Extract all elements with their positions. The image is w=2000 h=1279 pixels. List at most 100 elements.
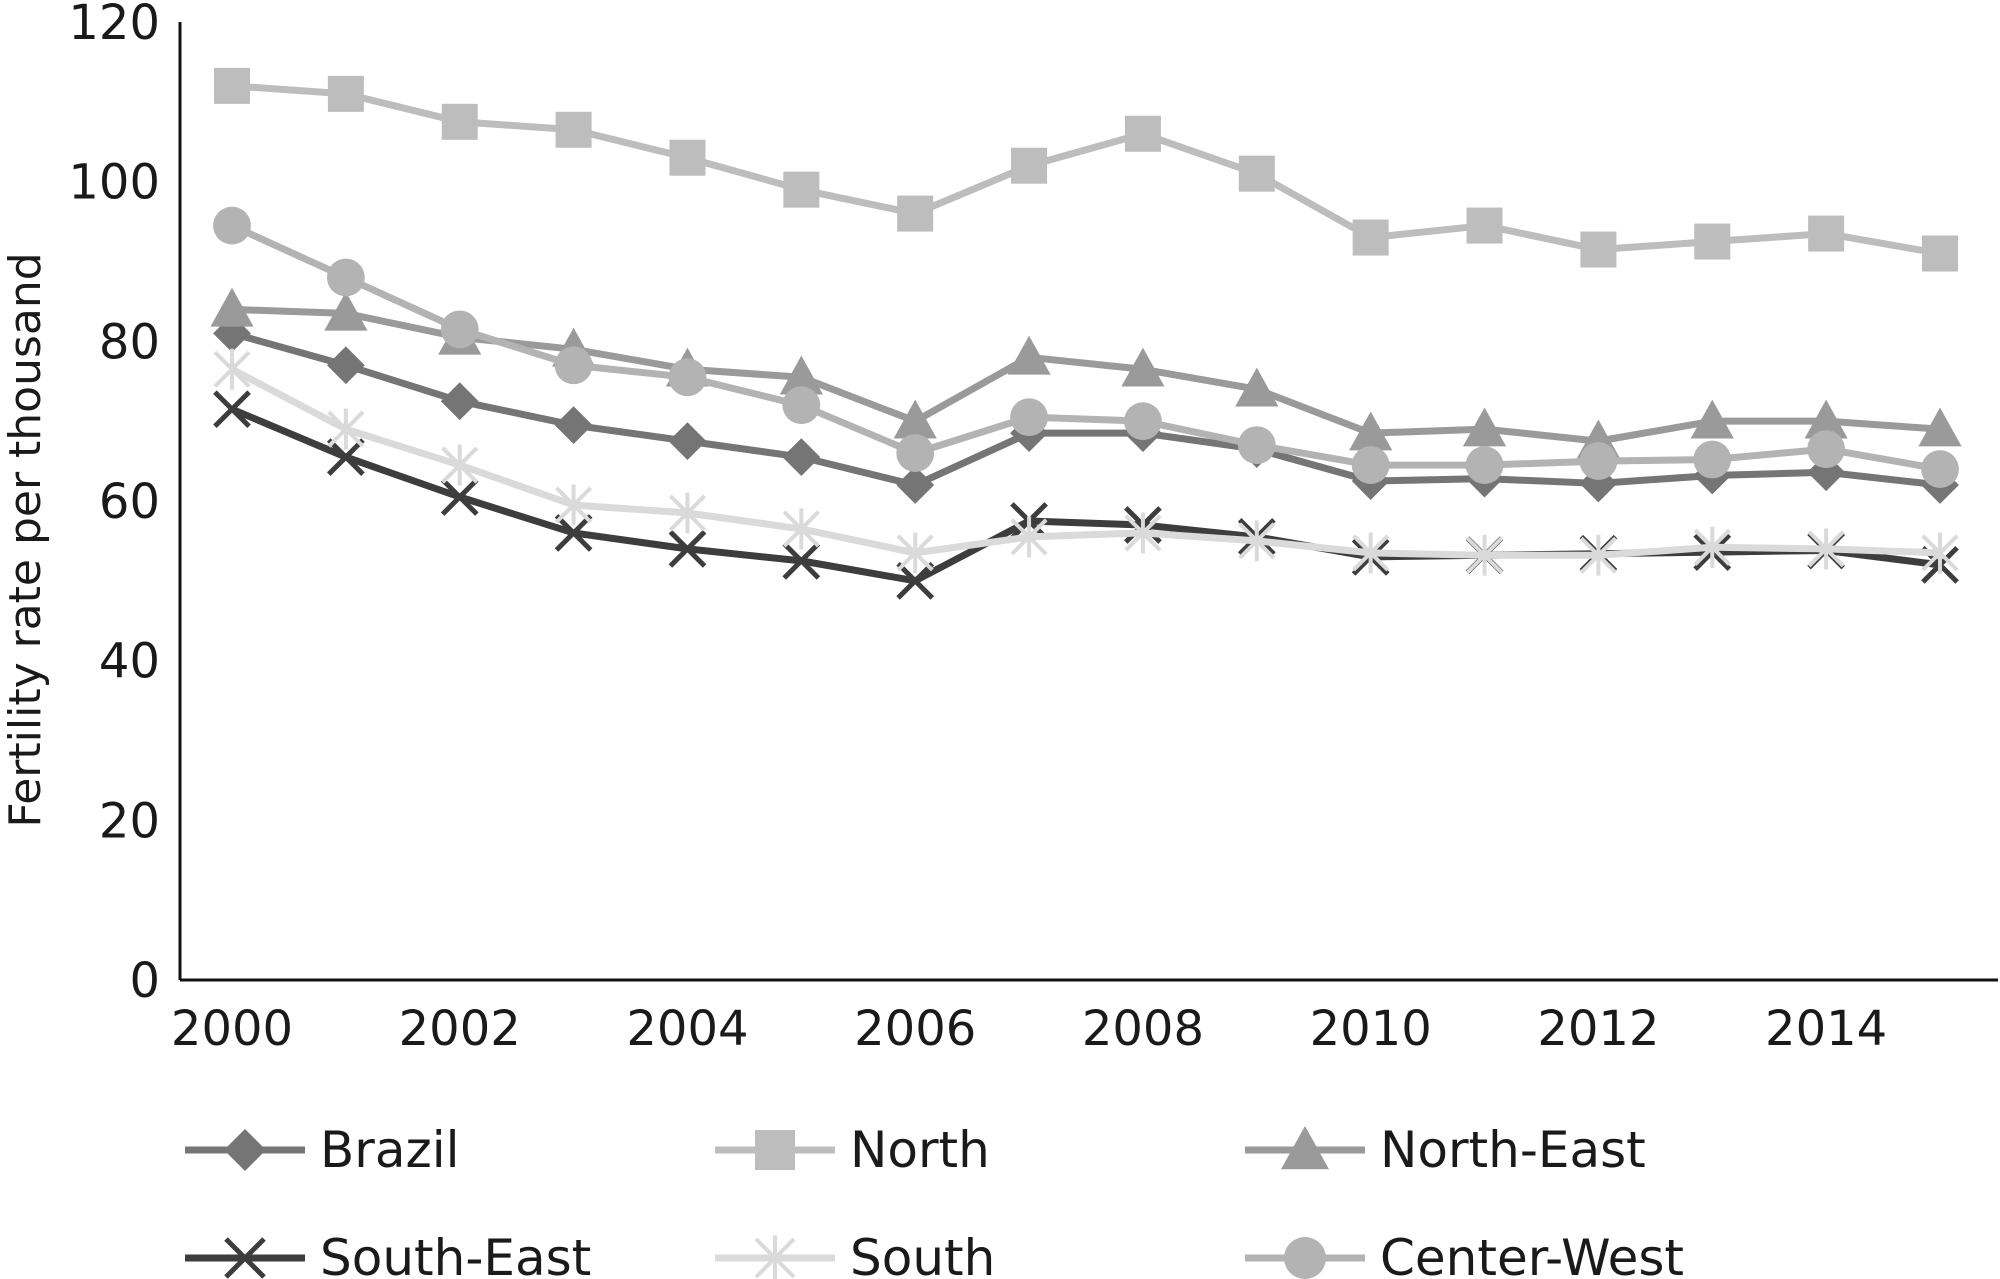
data-point bbox=[754, 1235, 796, 1279]
legend-label: North bbox=[850, 1121, 990, 1179]
data-point bbox=[1124, 402, 1162, 441]
data-point bbox=[1466, 534, 1504, 576]
data-point bbox=[755, 1130, 795, 1170]
data-point bbox=[214, 67, 250, 104]
data-point bbox=[1466, 207, 1503, 244]
data-point bbox=[213, 390, 251, 429]
data-point bbox=[554, 406, 593, 445]
data-point bbox=[224, 1129, 266, 1171]
data-point bbox=[326, 438, 365, 476]
data-point bbox=[1580, 231, 1617, 268]
data-point bbox=[1352, 532, 1390, 574]
data-point bbox=[1121, 347, 1165, 387]
series-line bbox=[231, 329, 1941, 489]
legend-item: North bbox=[715, 1121, 990, 1179]
series-south bbox=[213, 348, 1959, 576]
legend-item: Brazil bbox=[185, 1121, 460, 1179]
data-point bbox=[1579, 442, 1618, 480]
legend-item: Center-West bbox=[1245, 1229, 1684, 1279]
y-tick-label: 60 bbox=[99, 474, 160, 530]
legend: Brazil North North-East South-East South Cent… bbox=[185, 1121, 1684, 1279]
data-point bbox=[782, 386, 821, 425]
data-point bbox=[1281, 1126, 1329, 1170]
data-point bbox=[441, 444, 479, 486]
series-line bbox=[230, 366, 1941, 559]
data-point bbox=[1921, 450, 1959, 488]
axes bbox=[178, 22, 1998, 982]
tick-labels: 0 20 40 60 80 100 120 2000 2002 2004 2006 2008 2010 2… bbox=[68, 0, 1887, 1057]
data-point bbox=[1462, 407, 1507, 447]
data-point bbox=[896, 466, 935, 504]
data-point bbox=[779, 355, 823, 395]
data-point bbox=[555, 111, 592, 148]
plot-area bbox=[210, 67, 1962, 600]
data-point bbox=[1918, 407, 1962, 447]
data-point bbox=[210, 287, 254, 327]
data-point bbox=[668, 422, 707, 461]
data-point bbox=[441, 103, 478, 140]
data-point bbox=[668, 530, 707, 568]
series-line bbox=[231, 305, 1941, 445]
data-point bbox=[1349, 411, 1393, 451]
legend-label: North-East bbox=[1380, 1121, 1646, 1179]
legend-label: Center-West bbox=[1380, 1229, 1684, 1279]
data-point bbox=[440, 382, 479, 421]
data-point bbox=[1351, 446, 1390, 484]
y-tick-label: 120 bbox=[68, 0, 160, 51]
data-point bbox=[1579, 464, 1618, 503]
data-point bbox=[1579, 534, 1617, 576]
legend-item: South bbox=[715, 1229, 995, 1279]
data-point bbox=[782, 542, 821, 580]
data-point bbox=[1007, 335, 1051, 375]
data-point bbox=[1235, 367, 1279, 407]
series-north-east bbox=[210, 287, 1962, 459]
x-tick-label: 2004 bbox=[626, 1001, 748, 1057]
data-point bbox=[1011, 147, 1048, 184]
y-tick-label: 40 bbox=[99, 634, 160, 690]
series-center-west bbox=[213, 206, 1959, 488]
y-tick-label: 0 bbox=[129, 953, 160, 1009]
data-point bbox=[1238, 155, 1275, 192]
data-point bbox=[1808, 215, 1845, 252]
data-point bbox=[213, 348, 251, 390]
series-line bbox=[231, 82, 1941, 257]
y-tick-label: 100 bbox=[68, 155, 160, 211]
data-point bbox=[440, 478, 479, 516]
data-point bbox=[1352, 219, 1389, 256]
data-point bbox=[224, 1237, 266, 1279]
data-point bbox=[782, 508, 820, 550]
legend-item: South-East bbox=[185, 1229, 591, 1279]
data-point bbox=[1010, 516, 1048, 558]
data-point bbox=[324, 291, 368, 331]
data-point bbox=[669, 139, 706, 176]
y-tick-label: 80 bbox=[99, 314, 160, 370]
data-point bbox=[440, 310, 479, 349]
x-tick-label: 2010 bbox=[1310, 1001, 1432, 1057]
data-point bbox=[896, 561, 935, 600]
series-line bbox=[230, 222, 1941, 473]
legend-label: Brazil bbox=[320, 1121, 460, 1179]
data-point bbox=[326, 346, 365, 385]
data-point bbox=[1922, 235, 1958, 272]
data-point bbox=[1807, 528, 1845, 570]
x-tick-label: 2000 bbox=[171, 1001, 293, 1057]
series-brazil bbox=[213, 314, 1959, 504]
y-tick-label: 20 bbox=[99, 793, 160, 849]
data-point bbox=[1238, 520, 1276, 562]
data-point bbox=[896, 434, 935, 472]
data-point bbox=[1921, 532, 1959, 574]
data-point bbox=[1694, 223, 1731, 260]
data-point bbox=[1693, 440, 1732, 479]
data-point bbox=[1693, 526, 1731, 568]
data-point bbox=[1237, 426, 1276, 465]
data-point bbox=[1124, 115, 1161, 152]
legend-label: South-East bbox=[320, 1229, 591, 1279]
data-point bbox=[896, 532, 934, 574]
x-tick-label: 2008 bbox=[1082, 1001, 1204, 1057]
x-tick-label: 2006 bbox=[854, 1001, 976, 1057]
data-point bbox=[326, 258, 365, 297]
x-tick-label: 2012 bbox=[1537, 1001, 1659, 1057]
data-point bbox=[1804, 399, 1848, 439]
data-point bbox=[668, 492, 706, 534]
